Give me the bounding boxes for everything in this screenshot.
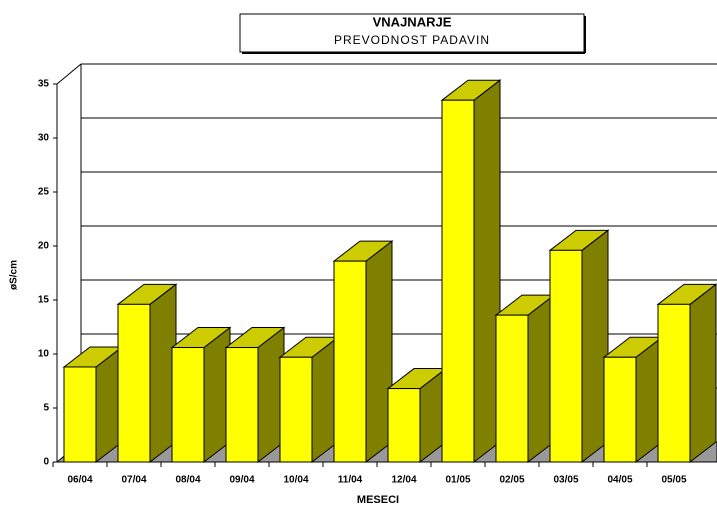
y-tick-label: 0 [43,457,49,468]
y-tick-label: 30 [38,133,50,144]
bar [387,388,421,463]
x-tick-label: 09/04 [229,475,254,486]
x-tick-label: 03/05 [553,475,578,486]
bar [117,303,151,463]
bar [495,314,529,463]
bar [657,303,691,463]
x-tick-label: 01/05 [445,475,470,486]
y-tick-label: 10 [38,349,50,360]
bar [333,260,367,463]
y-tick-label: 15 [38,295,50,306]
bar-side [689,283,717,464]
x-tick-label: 05/05 [661,475,686,486]
x-tick-label: 07/04 [121,475,146,486]
x-tick-label: 10/04 [283,475,308,486]
y-tick-label: 35 [38,79,50,90]
chart-subtitle: PREVODNOST PADAVIN [334,33,490,47]
x-tick-label: 04/05 [607,475,632,486]
chart-title: VNAJNARJE [373,14,452,29]
bar [441,99,475,463]
bar [279,356,313,463]
y-axis-label: øS/cm [9,260,20,290]
bar [603,356,637,463]
x-tick-label: 02/05 [499,475,524,486]
bar [225,347,259,463]
x-tick-label: 12/04 [391,475,416,486]
bar [549,249,583,463]
bar [171,347,205,463]
wall-edge [56,63,82,85]
x-tick-label: 06/04 [67,475,92,486]
y-tick-label: 20 [38,241,50,252]
x-axis-label: MESECI [357,494,399,506]
y-tick-label: 25 [38,187,50,198]
title-box [239,13,585,53]
y-tick-label: 5 [43,403,49,414]
x-tick-label: 11/04 [338,475,363,486]
x-tick-label: 08/04 [175,475,200,486]
bar [63,366,97,463]
